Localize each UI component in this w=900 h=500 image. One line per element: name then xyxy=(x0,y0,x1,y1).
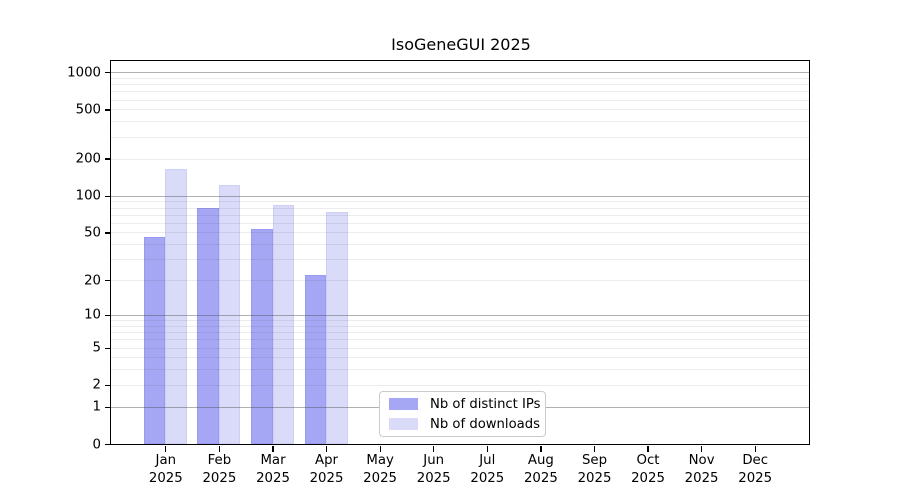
y-tick-mark xyxy=(105,443,111,446)
x-tick-label-jul: Jul 2025 xyxy=(470,453,505,486)
legend: Nb of distinct IPs Nb of downloads xyxy=(379,391,546,437)
y-tick-mark xyxy=(105,72,111,74)
y-tick-mark xyxy=(105,347,111,349)
x-tick-mark xyxy=(165,445,167,452)
legend-row: Nb of distinct IPs xyxy=(389,397,541,412)
bar-mar-distinct-ips xyxy=(251,229,273,444)
x-tick-mark xyxy=(701,445,703,452)
x-tick-mark xyxy=(540,445,542,452)
y-tick-label: 10 xyxy=(84,307,101,323)
x-tick-label-sep: Sep 2025 xyxy=(577,453,612,486)
x-tick-label-nov: Nov 2025 xyxy=(684,453,719,486)
x-tick-label-jan: Jan 2025 xyxy=(148,453,183,486)
x-tick-label-dec: Dec 2025 xyxy=(738,453,773,486)
y-tick-mark xyxy=(105,109,111,111)
x-tick-mark xyxy=(486,445,488,452)
bar-apr-distinct-ips xyxy=(304,275,326,444)
x-tick-label-may: May 2025 xyxy=(363,453,398,486)
legend-label-distinct-ips: Nb of distinct IPs xyxy=(430,396,541,412)
y-tick-label: 5 xyxy=(92,340,101,356)
bar-jan-distinct-ips xyxy=(143,236,166,444)
y-tick-label: 200 xyxy=(75,151,101,167)
x-tick-label-oct: Oct 2025 xyxy=(631,453,665,486)
bar-mar-downloads xyxy=(272,204,294,444)
x-tick-label-mar: Mar 2025 xyxy=(256,453,290,486)
x-tick-mark xyxy=(433,445,435,452)
bar-apr-downloads xyxy=(326,211,348,444)
y-tick-label: 50 xyxy=(84,225,101,241)
y-tick-mark xyxy=(105,384,111,387)
x-tick-label-jun: Jun 2025 xyxy=(416,453,451,486)
x-tick-mark xyxy=(754,445,756,452)
legend-swatch-downloads-icon xyxy=(389,418,418,430)
y-tick-mark xyxy=(105,406,111,408)
y-tick-mark xyxy=(105,158,111,160)
bar-jan-downloads xyxy=(165,168,187,444)
y-tick-label: 0 xyxy=(92,437,101,452)
y-tick-label: 500 xyxy=(75,102,101,118)
x-tick-mark xyxy=(379,445,381,452)
x-tick-mark xyxy=(647,445,649,452)
x-tick-mark xyxy=(593,445,596,452)
y-tick-mark xyxy=(105,195,111,197)
bars-layer xyxy=(111,61,809,444)
y-tick-label: 1000 xyxy=(67,65,101,81)
bar-feb-downloads xyxy=(218,185,241,444)
x-tick-label-feb: Feb 2025 xyxy=(202,453,237,486)
y-tick-mark xyxy=(105,314,111,317)
y-tick-label: 2 xyxy=(92,377,101,393)
legend-swatch-distinct-ips-icon xyxy=(389,398,418,410)
y-tick-label: 100 xyxy=(75,188,101,204)
y-tick-label: 20 xyxy=(84,273,101,289)
x-tick-mark xyxy=(218,445,221,452)
chart-title: IsoGeneGUI 2025 xyxy=(391,35,531,54)
x-tick-label-aug: Aug 2025 xyxy=(523,453,558,486)
y-tick-mark xyxy=(105,280,111,282)
legend-label-downloads: Nb of downloads xyxy=(430,416,540,432)
x-tick-label-apr: Apr 2025 xyxy=(309,453,344,486)
y-tick-mark xyxy=(105,232,111,234)
x-tick-mark xyxy=(325,445,328,452)
bar-feb-distinct-ips xyxy=(197,207,219,444)
legend-row: Nb of downloads xyxy=(389,417,540,432)
y-tick-label: 1 xyxy=(92,399,101,415)
plot-area xyxy=(110,60,810,445)
x-tick-mark xyxy=(272,445,274,452)
